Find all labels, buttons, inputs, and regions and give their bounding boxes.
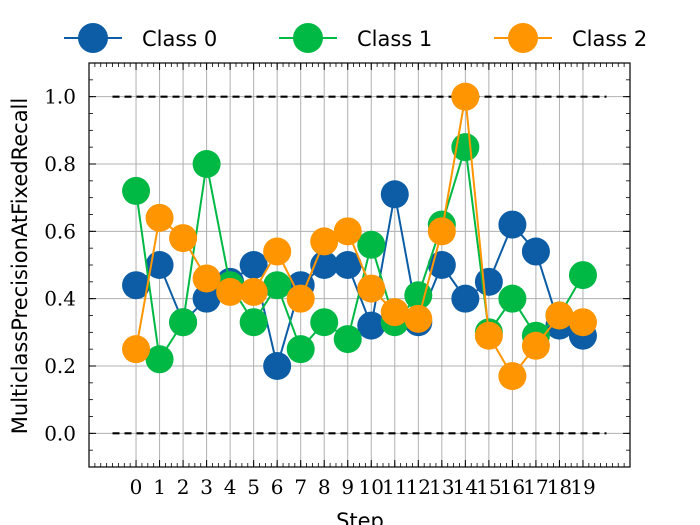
x-tick-label: 2	[177, 475, 190, 499]
data-point	[357, 311, 386, 340]
data-point	[568, 308, 597, 337]
y-tick-label: 0.4	[44, 287, 76, 311]
legend-label: Class 0	[142, 27, 217, 51]
legend-item: Class 1	[279, 23, 432, 53]
x-tick-label: 17	[523, 475, 548, 499]
x-tick-label: 5	[247, 475, 260, 499]
legend-item: Class 2	[494, 23, 647, 53]
data-point	[145, 203, 174, 232]
x-tick-label: 13	[429, 475, 454, 499]
data-point	[263, 271, 292, 300]
data-point	[286, 335, 315, 364]
data-point	[169, 308, 198, 337]
y-tick-label: 0.6	[44, 219, 76, 243]
x-axis-label: Step	[336, 509, 384, 525]
data-point	[451, 284, 480, 313]
data-point	[310, 227, 339, 256]
x-tick-label: 15	[476, 475, 501, 499]
data-point	[192, 150, 221, 178]
data-point	[286, 284, 315, 313]
legend-label: Class 2	[572, 27, 647, 51]
x-tick-label: 19	[570, 475, 595, 499]
data-point	[239, 308, 268, 337]
x-tick-label: 0	[130, 475, 143, 499]
data-point	[545, 301, 574, 330]
data-point	[380, 298, 409, 327]
x-tick-label: 10	[359, 475, 384, 499]
data-point	[380, 180, 409, 209]
x-tick-label: 6	[271, 475, 284, 499]
data-point	[357, 274, 386, 303]
y-tick-label: 0.8	[44, 152, 76, 176]
y-axis-label: MulticlassPrecisionAtFixedRecall	[8, 98, 32, 434]
data-point	[498, 284, 527, 313]
data-point	[404, 304, 433, 333]
data-point	[521, 331, 550, 360]
legend-marker	[78, 23, 108, 53]
data-point	[333, 217, 362, 246]
data-point	[192, 264, 221, 293]
x-tick-label: 9	[341, 475, 354, 499]
data-point	[568, 261, 597, 290]
legend-marker	[293, 23, 323, 53]
data-point	[239, 251, 268, 279]
legend-label: Class 1	[357, 27, 432, 51]
data-point	[404, 281, 433, 310]
x-tick-label: 4	[224, 475, 237, 499]
data-point	[498, 362, 527, 391]
series-group	[122, 82, 597, 391]
data-point	[333, 251, 362, 279]
data-point	[451, 82, 480, 111]
data-point	[239, 277, 268, 306]
data-point	[357, 230, 386, 259]
x-tick-label: 18	[547, 475, 572, 499]
data-point	[474, 267, 503, 296]
data-point	[263, 352, 292, 380]
data-point	[521, 237, 550, 266]
data-point	[216, 277, 245, 306]
x-tick-label: 3	[200, 475, 213, 499]
x-tick-label: 7	[294, 475, 307, 499]
data-point	[122, 335, 151, 364]
y-tick-label: 0.0	[44, 421, 76, 445]
data-point	[192, 284, 221, 313]
data-point	[333, 325, 362, 354]
y-tick-label: 1.0	[44, 85, 76, 109]
x-tick-label: 14	[453, 475, 478, 499]
series-class-2	[122, 82, 597, 391]
legend-marker	[508, 23, 538, 53]
y-tick-label: 0.2	[44, 354, 76, 378]
data-point	[122, 176, 151, 205]
data-point	[310, 308, 339, 337]
reference-lines	[112, 95, 607, 435]
axis-ticks	[88, 62, 631, 467]
legend-item: Class 0	[64, 23, 217, 53]
x-tick-label: 8	[318, 475, 331, 499]
data-point	[169, 224, 198, 253]
data-point	[263, 237, 292, 266]
x-tick-label: 11	[382, 475, 407, 499]
tick-labels: 0 1 2 3 4 5 6 7 8 9 101112131415161718190.00.20.40…	[44, 85, 595, 499]
data-point	[474, 321, 503, 350]
x-tick-label: 16	[500, 475, 525, 499]
data-point	[145, 345, 174, 374]
legend: Class 0 Class 1 Class 2	[64, 23, 647, 53]
x-tick-label: 12	[406, 475, 431, 499]
data-point	[427, 217, 456, 246]
data-point	[122, 271, 151, 300]
data-point	[498, 210, 527, 239]
x-tick-label: 1	[153, 475, 166, 499]
